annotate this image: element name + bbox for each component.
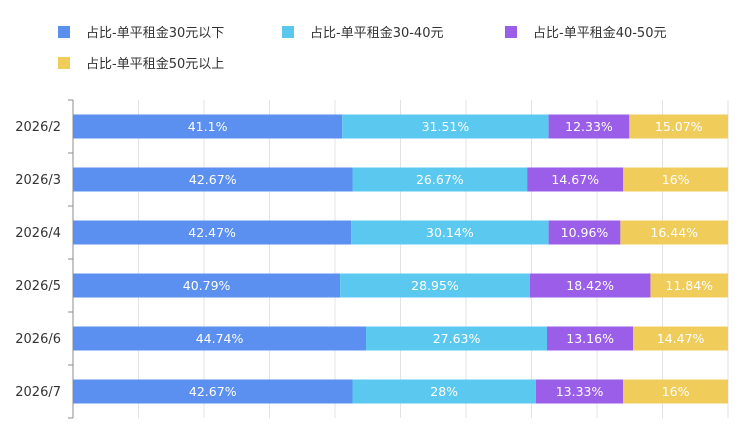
data-label: 14.47% [657, 331, 705, 346]
data-label: 40.79% [183, 278, 231, 293]
data-label: 16% [662, 172, 690, 187]
data-label: 42.47% [188, 225, 236, 240]
legend-label: 占比-单平租金40-50元 [533, 25, 666, 41]
data-label: 42.67% [189, 384, 237, 399]
data-label: 28% [430, 384, 458, 399]
bar-segment [73, 326, 367, 351]
data-label: 42.67% [189, 172, 237, 187]
bar-segment [623, 379, 728, 404]
data-label: 31.51% [422, 119, 470, 134]
data-label: 30.14% [426, 225, 474, 240]
bar-segment [366, 326, 548, 351]
legend-swatch [505, 26, 517, 38]
bar-segment [73, 273, 341, 298]
y-tick-label: 2026/2 [15, 120, 61, 135]
bar-segment [352, 167, 528, 192]
bar-segment [629, 114, 729, 139]
data-label: 12.33% [565, 119, 613, 134]
bar-segment [633, 326, 728, 351]
data-label: 41.1% [188, 119, 228, 134]
data-label: 14.67% [551, 172, 599, 187]
legend-swatch [58, 57, 70, 69]
y-tick-label: 2026/6 [15, 332, 61, 347]
legend-label: 占比-单平租金30元以下 [86, 25, 224, 41]
bar-segment [548, 220, 621, 245]
bar-segment [342, 114, 549, 139]
bar-segment [73, 167, 353, 192]
bar-segment [650, 273, 728, 298]
data-label: 16% [662, 384, 690, 399]
data-label: 18.42% [566, 278, 614, 293]
bar-segment [535, 379, 624, 404]
data-label: 10.96% [561, 225, 609, 240]
legend-label: 占比-单平租金30-40元 [310, 25, 443, 41]
data-label: 26.67% [416, 172, 464, 187]
bar-segment [340, 273, 530, 298]
legend-swatch [58, 26, 70, 38]
y-tick-label: 2026/3 [15, 173, 61, 188]
bar-segment [351, 220, 549, 245]
y-tick-label: 2026/7 [15, 385, 61, 400]
bar-segment [527, 167, 624, 192]
data-label: 28.95% [411, 278, 459, 293]
data-label: 16.44% [650, 225, 698, 240]
legend-label: 占比-单平租金50元以上 [86, 56, 224, 72]
y-tick-label: 2026/5 [15, 279, 61, 294]
data-label: 15.07% [655, 119, 703, 134]
data-label: 13.16% [566, 331, 614, 346]
data-label: 27.63% [433, 331, 481, 346]
y-tick-label: 2026/4 [15, 226, 61, 241]
data-label: 44.74% [196, 331, 244, 346]
bar-segment [547, 326, 634, 351]
data-label: 11.84% [665, 278, 713, 293]
data-label: 13.33% [556, 384, 604, 399]
bar-segment [352, 379, 536, 404]
legend-swatch [282, 26, 294, 38]
bar-segment [73, 220, 352, 245]
bar-segment [548, 114, 630, 139]
bar-segment [623, 167, 729, 192]
bar-segment [620, 220, 729, 245]
bar-segment [73, 379, 353, 404]
bar-segment [73, 114, 343, 139]
bar-segment [529, 273, 651, 298]
